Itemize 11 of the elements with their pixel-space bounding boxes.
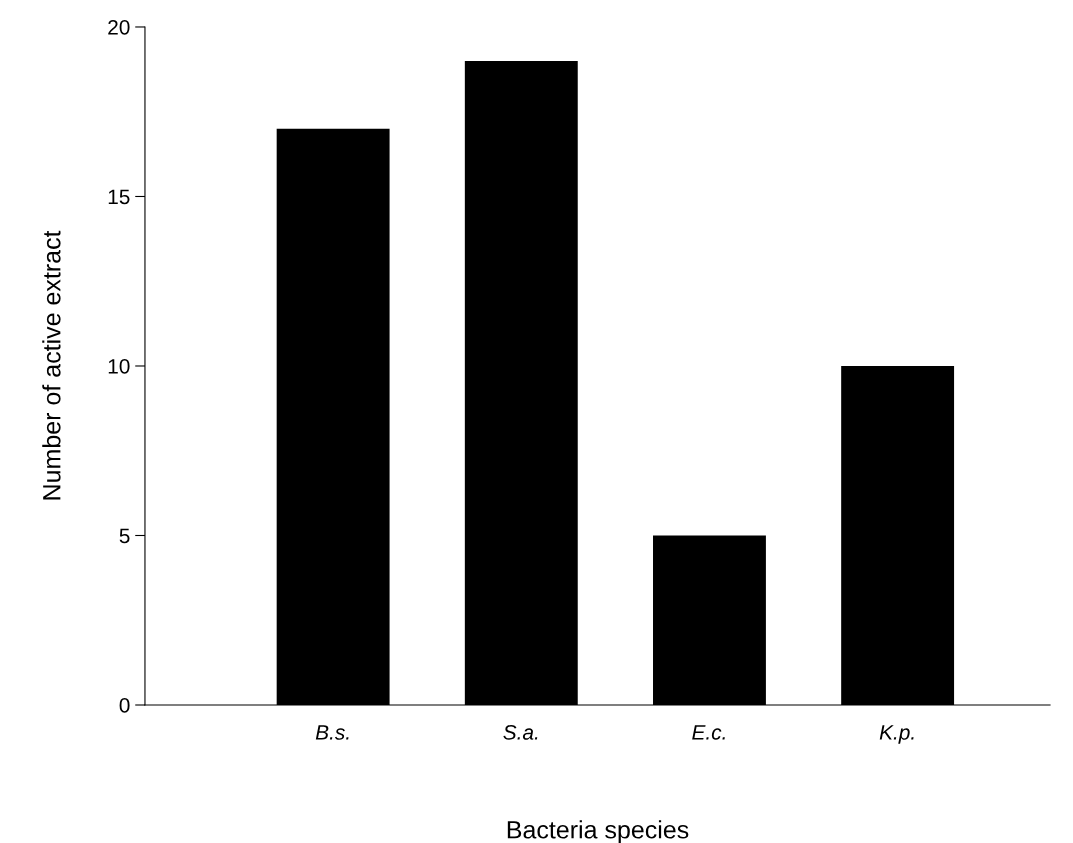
x-axis-title: Bacteria species — [507, 820, 689, 843]
y-tick-label: 0 — [119, 698, 130, 713]
y-tick-label: 5 — [119, 528, 130, 544]
y-tick-label: 20 — [108, 19, 130, 35]
x-tick-label: S.a. — [503, 725, 538, 740]
y-tick-label: 10 — [108, 358, 130, 374]
y-tick-label: 15 — [108, 189, 130, 205]
x-tick-label: E.c. — [692, 725, 725, 740]
x-tick-label: B.s. — [315, 725, 349, 740]
y-axis-title: Number of active extract — [42, 230, 61, 500]
x-tick-label: K.p. — [879, 725, 914, 744]
